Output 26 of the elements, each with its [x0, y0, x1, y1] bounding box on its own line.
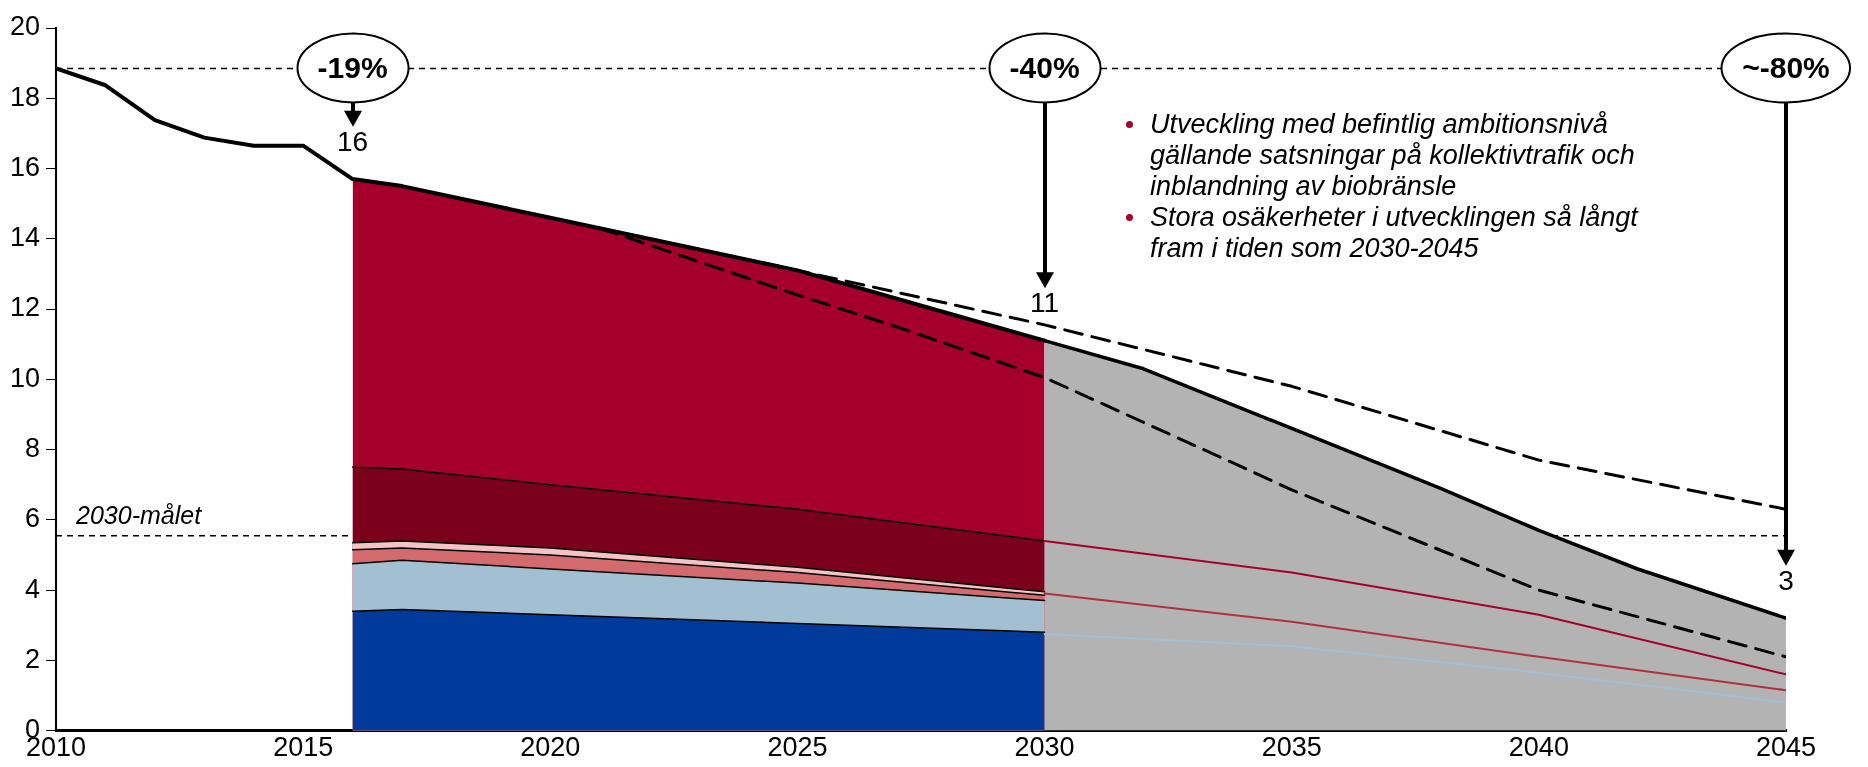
y-tick-label: 8 [25, 433, 41, 464]
annotation: -40% [1009, 51, 1080, 85]
annotation: ~-80% [1742, 51, 1830, 85]
annotation: -19% [317, 51, 388, 85]
y-tick-label: 2 [25, 643, 41, 674]
x-tick-label: 2025 [767, 732, 828, 763]
y-tick-label: 4 [25, 573, 41, 604]
y-tick-label: 18 [9, 81, 41, 112]
x-tick-label: 2020 [520, 732, 581, 763]
annotation: 16 [337, 125, 369, 157]
annotation: Utveckling med befintlig ambitionsnivå gällande satsningar på kollektivtrafik och inblandning av biobränsle [1149, 108, 1635, 201]
y-tick-label: 12 [9, 292, 41, 323]
y-tick-label: 6 [25, 503, 41, 534]
x-tick-label: 2035 [1261, 732, 1322, 763]
ref-line-label: 2030-målet [75, 501, 203, 530]
x-tick-label: 2045 [1755, 732, 1817, 763]
y-tick-label: 16 [9, 151, 41, 182]
annotation: Stora osäkerheter i utvecklingen så långt fram i tiden som 2030-2045 [1149, 201, 1638, 263]
y-tick-label: 10 [9, 362, 41, 393]
y-tick-label: 14 [9, 222, 41, 253]
annotation: 11 [1030, 287, 1060, 319]
annotation: 3 [1778, 564, 1794, 596]
x-tick-label: 2030 [1014, 732, 1075, 763]
y-tick-label: 20 [9, 11, 41, 42]
x-tick-label: 2040 [1508, 732, 1569, 763]
x-tick-label: 2015 [273, 732, 334, 763]
